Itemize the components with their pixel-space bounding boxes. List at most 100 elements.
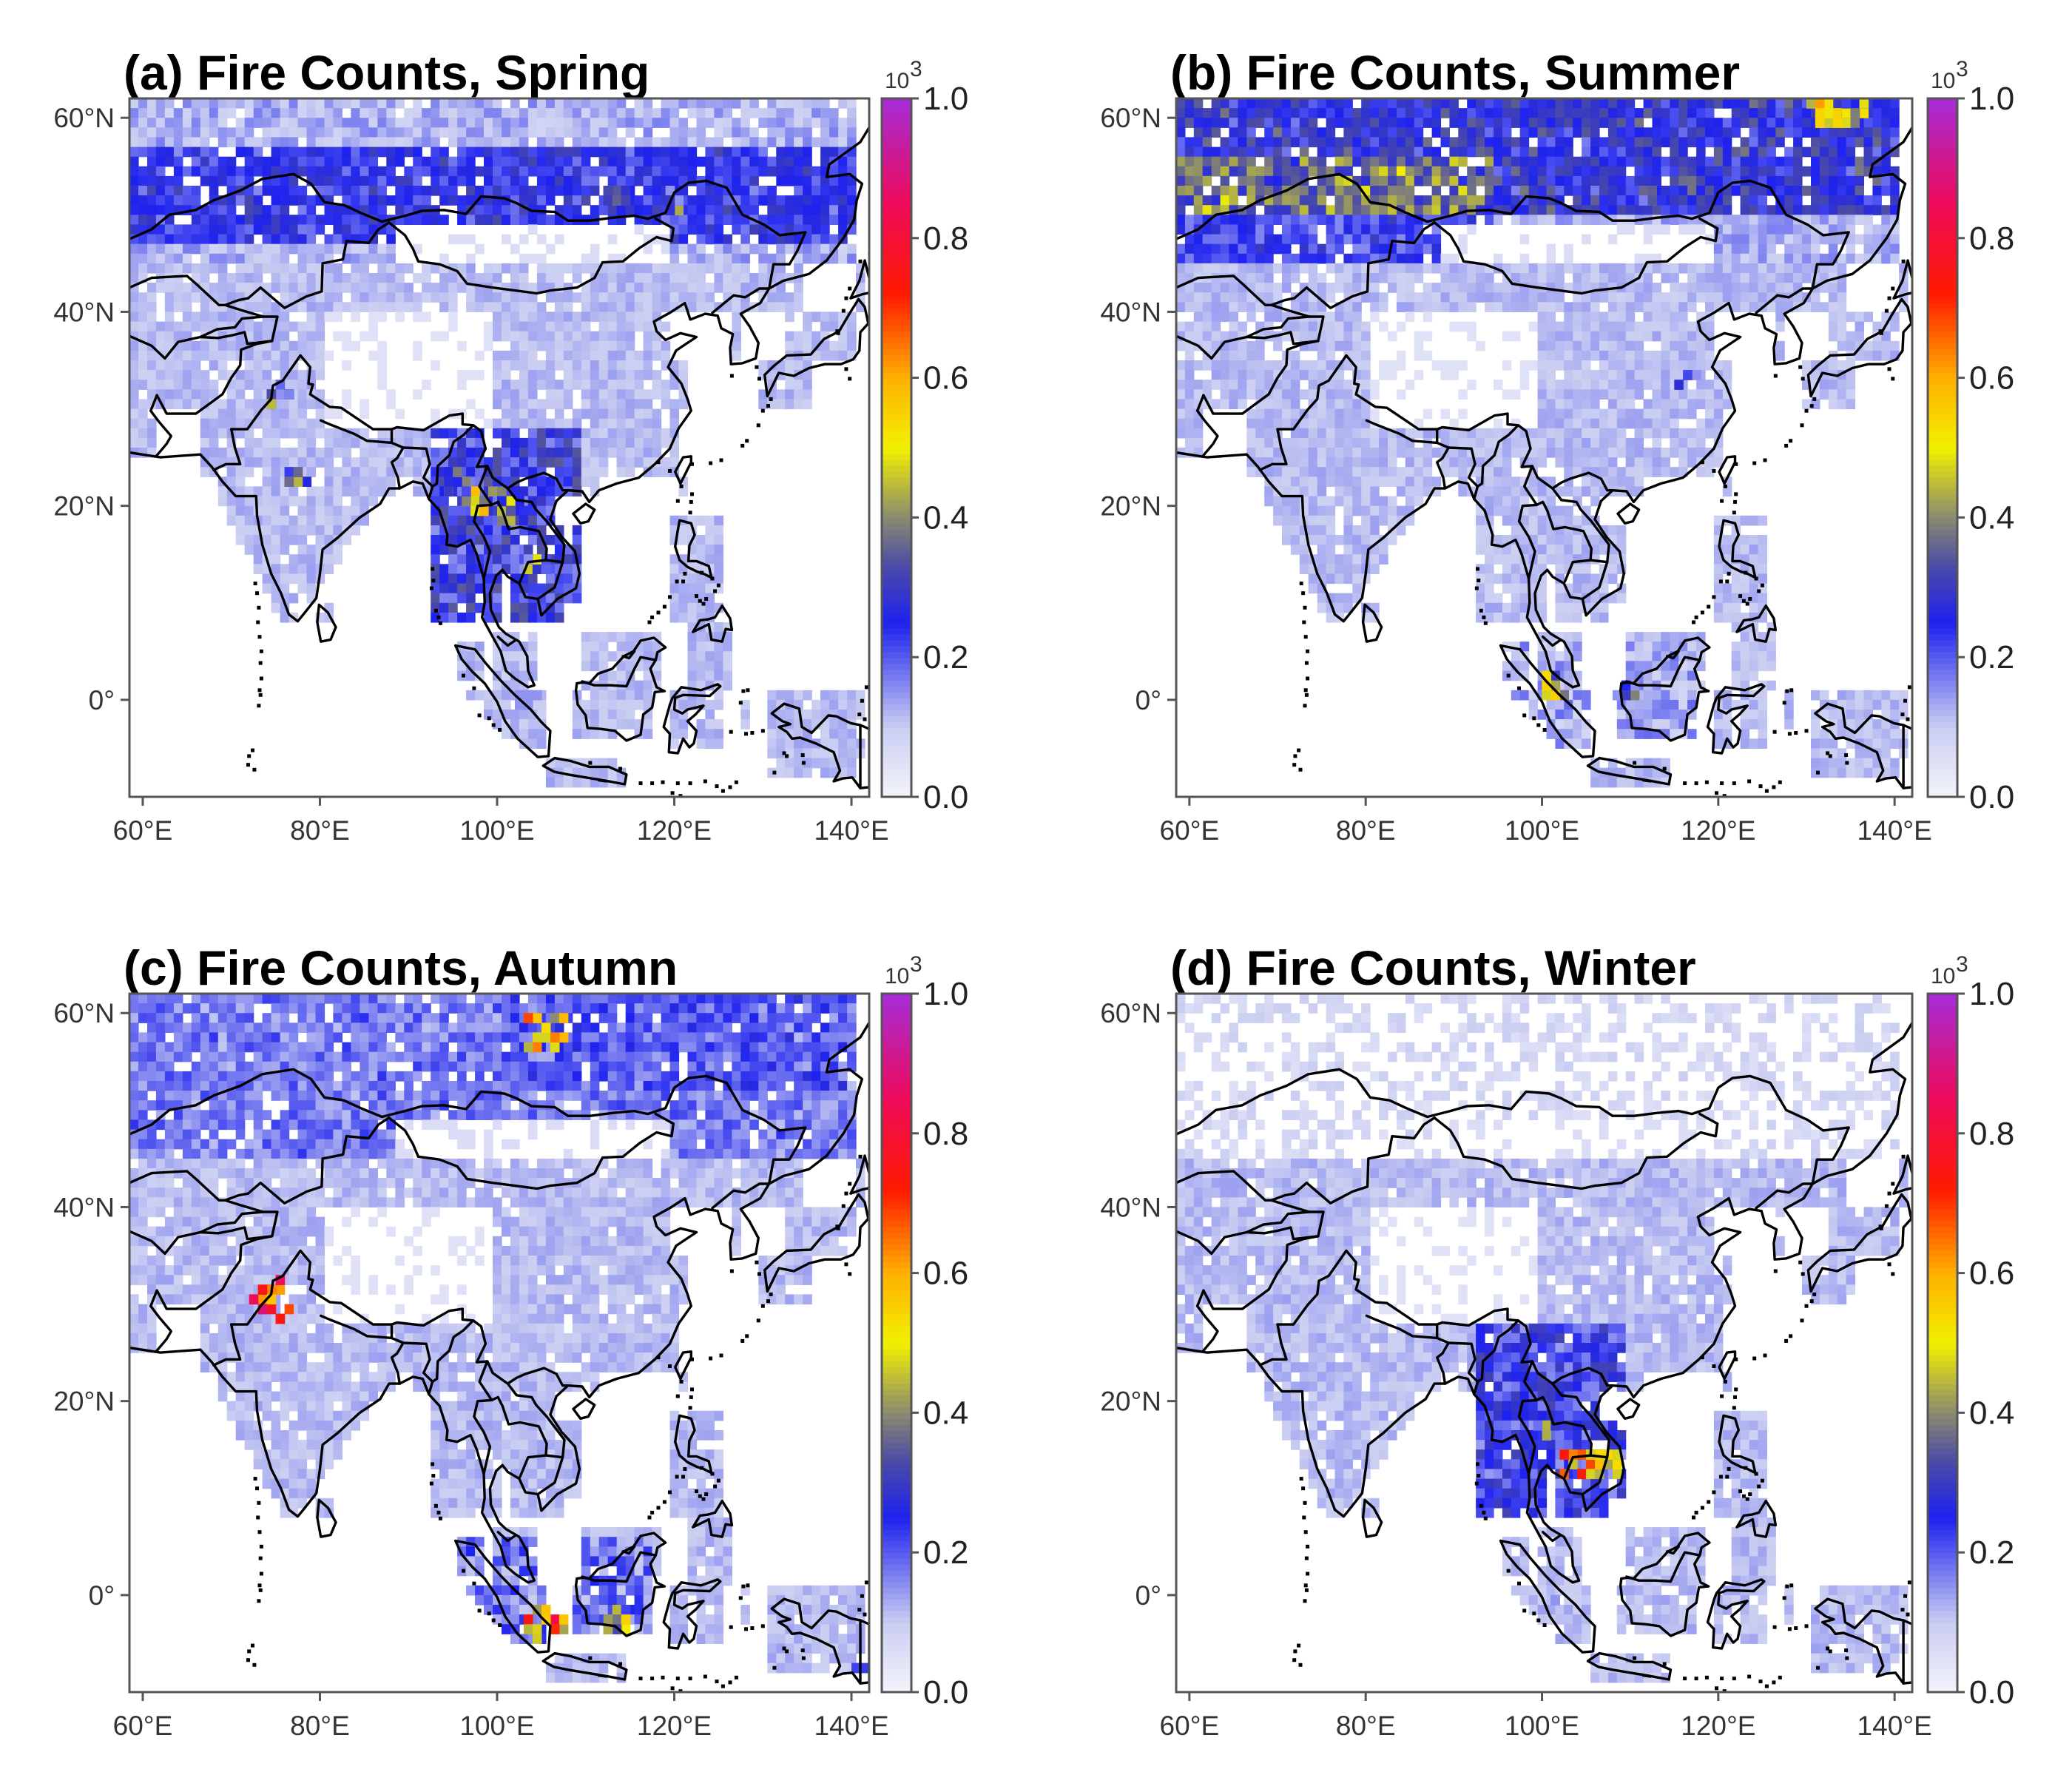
grid-cell	[1388, 224, 1397, 235]
grid-cell	[439, 118, 449, 128]
grid-cell	[1687, 263, 1697, 274]
colorbar-segment	[882, 232, 911, 239]
grid-cell	[1811, 137, 1820, 148]
grid-cell	[386, 399, 396, 410]
grid-cell	[1872, 98, 1882, 109]
grid-cell	[652, 389, 662, 400]
grid-cell	[200, 137, 210, 148]
grid-cell	[1255, 118, 1265, 128]
grid-cell	[590, 399, 600, 410]
grid-cell	[1388, 215, 1397, 225]
grid-cell	[687, 253, 698, 264]
grid-cell	[554, 186, 564, 196]
grid-cell	[1449, 195, 1459, 206]
grid-cell	[678, 137, 689, 148]
country-border	[149, 394, 172, 458]
grid-cell	[732, 263, 741, 274]
grid-cell	[607, 98, 618, 109]
grid-cell	[1255, 273, 1265, 283]
grid-cell	[1678, 186, 1688, 196]
grid-cell	[422, 283, 431, 293]
grid-cell	[262, 515, 272, 526]
grid-cell	[475, 437, 485, 448]
grid-cell	[1811, 186, 1820, 196]
colorbar-segment	[882, 651, 911, 658]
grid-cell	[803, 331, 812, 342]
grid-cell	[572, 175, 582, 186]
grid-cell	[1890, 108, 1900, 118]
grid-cell	[847, 156, 857, 167]
grid-cell	[563, 156, 573, 167]
grid-cell	[297, 370, 308, 380]
grid-cell	[129, 224, 139, 235]
lon-tick-label: 120°E	[637, 815, 712, 846]
grid-cell	[377, 166, 387, 177]
grid-cell	[306, 350, 317, 361]
grid-cell	[431, 545, 440, 555]
grid-cell	[714, 215, 723, 225]
grid-cell	[607, 340, 618, 351]
grid-cell	[740, 243, 750, 255]
grid-cell	[439, 283, 449, 293]
grid-cell	[315, 535, 325, 545]
grid-cell	[590, 243, 600, 255]
grid-cell	[1211, 243, 1221, 255]
grid-cell	[333, 486, 342, 497]
grid-cell	[431, 525, 440, 536]
grid-cell	[687, 108, 698, 118]
grid-cell	[1273, 108, 1283, 118]
grid-cell	[1229, 98, 1238, 109]
grid-cell	[1590, 273, 1600, 283]
grid-cell	[829, 137, 839, 148]
grid-cell	[324, 137, 334, 148]
grid-cell	[262, 234, 272, 245]
grid-cell	[324, 118, 334, 128]
grid-cell	[280, 399, 290, 410]
grid-cell	[484, 331, 493, 342]
grid-cell	[1713, 98, 1724, 109]
grid-cell	[687, 602, 698, 613]
grid-cell	[431, 448, 440, 458]
grid-cell	[1467, 186, 1477, 196]
grid-cell	[705, 670, 715, 681]
grid-cell	[395, 156, 405, 167]
grid-cell	[1819, 175, 1829, 186]
grid-cell	[1872, 166, 1882, 177]
grid-cell	[333, 205, 342, 215]
grid-cell	[803, 321, 812, 332]
grid-cell	[1255, 263, 1265, 274]
grid-cell	[253, 370, 263, 380]
grid-cell	[404, 166, 414, 177]
grid-cell	[785, 758, 794, 769]
grid-cell	[413, 350, 422, 361]
grid-cell	[1405, 195, 1415, 206]
grid-cell	[714, 554, 723, 565]
grid-cell	[1846, 243, 1856, 255]
grid-cell	[129, 118, 139, 128]
map-area	[129, 98, 869, 797]
grid-cell	[838, 137, 848, 148]
grid-cell	[1511, 215, 1521, 225]
colorbar-segment	[882, 296, 911, 303]
grid-cell	[1388, 283, 1397, 293]
grid-cell	[333, 234, 342, 245]
grid-cell	[527, 612, 538, 623]
grid-cell	[661, 389, 671, 400]
grid-cell	[590, 205, 600, 215]
grid-cell	[1423, 243, 1433, 255]
grid-cell	[1713, 273, 1724, 283]
grid-cell	[253, 350, 263, 361]
grid-cell	[235, 467, 246, 477]
grid-cell	[643, 146, 653, 158]
grid-cell	[643, 311, 653, 323]
grid-cell	[1229, 186, 1238, 196]
grid-cell	[1202, 205, 1212, 215]
grid-cell	[271, 263, 281, 274]
grid-cell	[324, 273, 334, 283]
grid-cell	[502, 156, 511, 167]
grid-cell	[1220, 283, 1230, 293]
colorbar-segment	[882, 773, 911, 781]
grid-cell	[306, 156, 317, 167]
grid-cell	[794, 205, 803, 215]
grid-cell	[1326, 253, 1336, 264]
